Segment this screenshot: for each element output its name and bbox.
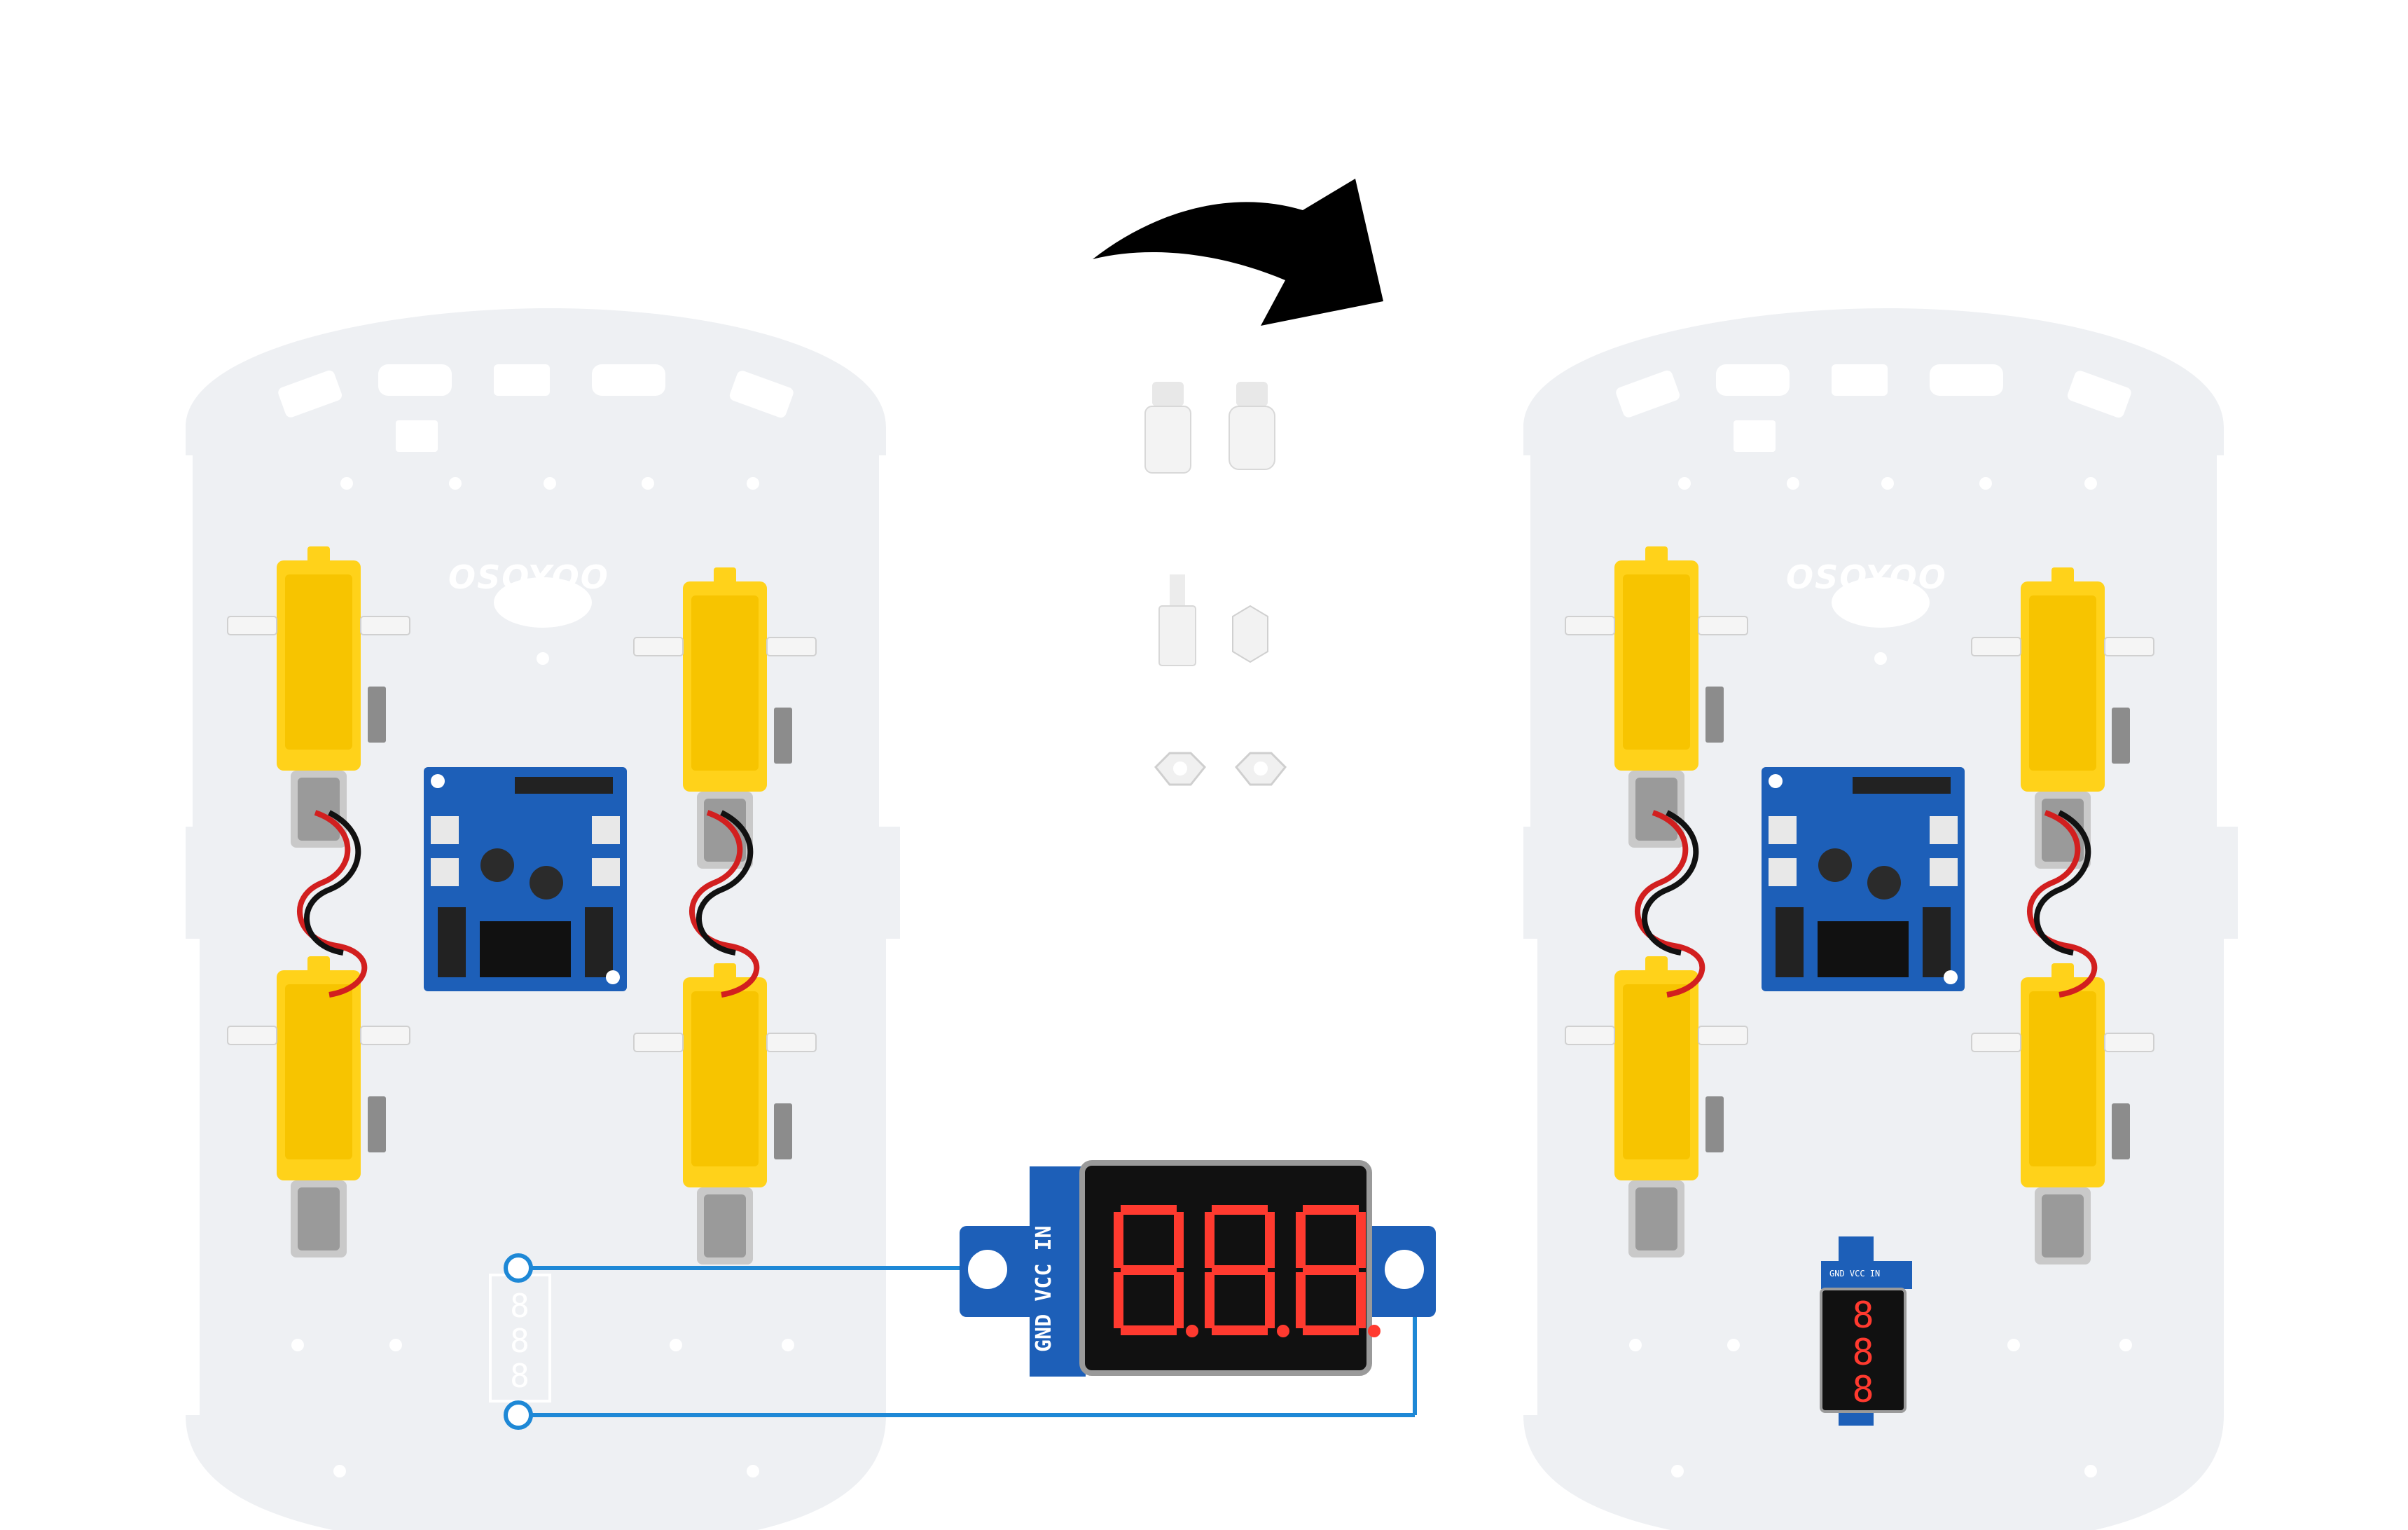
brand-right: OSOYOO: [1786, 558, 1947, 596]
brand-left: OSOYOO: [448, 558, 609, 596]
chassis-left: OSOYOO: [186, 308, 900, 1530]
svg-text:8: 8: [1852, 1295, 1874, 1337]
nylon-screws: [1144, 382, 1275, 474]
svg-text:8: 8: [510, 1287, 530, 1325]
motor-driver-left: [424, 767, 627, 991]
nylon-nuts: [1154, 752, 1287, 786]
voltmeter-pin-label: GND VCC IN: [1032, 1225, 1056, 1352]
curved-arrow: [1093, 179, 1383, 326]
svg-text:8: 8: [1852, 1369, 1874, 1411]
nylon-standoffs: [1158, 574, 1268, 666]
voltmeter-pin-label-small: GND VCC IN: [1829, 1269, 1880, 1279]
chassis-right: OSOYOO: [1523, 308, 2238, 1530]
voltmeter-outline-left: 8 8 8: [489, 1274, 551, 1402]
digit-3: [1296, 1205, 1381, 1337]
digit-1: [1114, 1205, 1198, 1337]
motor-driver-right: [1762, 767, 1965, 991]
digit-2: [1205, 1205, 1289, 1337]
svg-text:8: 8: [510, 1357, 530, 1395]
voltmeter-large: GND VCC IN: [960, 1160, 1436, 1377]
svg-text:8: 8: [1852, 1332, 1874, 1374]
svg-text:8: 8: [510, 1322, 530, 1360]
voltmeter-mounted-right: 8 8 8 GND VCC IN: [1820, 1236, 1912, 1426]
